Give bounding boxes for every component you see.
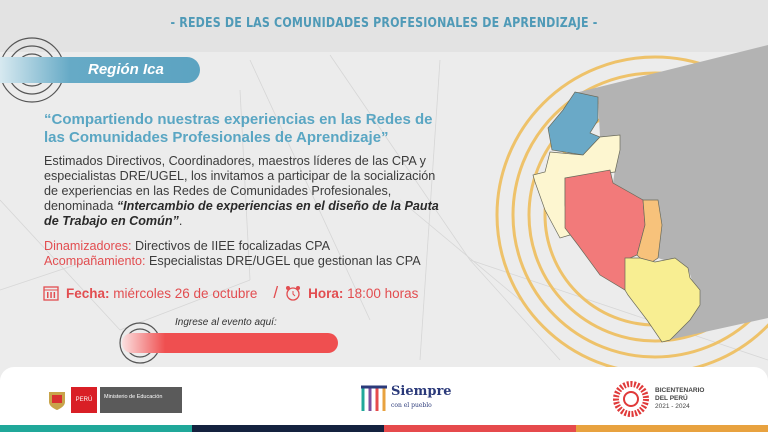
invitation-text: Estimados Directivos, Coordinadores, mae… [44,154,444,229]
roles: Dinamizadores: Directivos de IIEE focali… [44,239,421,269]
minedu-logo: PERÚ Ministerio de Educación [46,387,182,413]
role-value: Especialistas DRE/UGEL que gestionan las… [145,254,421,268]
role-dinamizadores: Dinamizadores: Directivos de IIEE focali… [44,239,421,254]
stripe-navy [192,425,384,432]
slogan-logo-icon [361,385,387,411]
role-acompanamiento: Acompañamiento: Especialistas DRE/UGEL q… [44,254,421,269]
role-key: Dinamizadores: [44,239,132,253]
region-label: Región Ica [88,61,164,78]
link-prompt: Ingrese al evento aquí: [175,317,277,328]
slogan-sub: con el pueblo [391,402,432,409]
map-province-yellow[interactable] [624,257,701,343]
peru-label: PERÚ [71,387,97,413]
bicentenario-emblem-icon [613,381,649,417]
date-value: miércoles 26 de octubre [109,285,258,301]
invitation-end: . [178,214,183,228]
slogan-main: Siempre [391,384,452,399]
event-link-button[interactable] [122,333,338,353]
bicentenario-years: 2021 - 2024 [655,403,690,410]
invitation-intro: Estimados Directivos, Coordinadores, mae… [44,154,436,213]
separator: / [273,283,279,302]
stripe-orange [576,425,768,432]
header-band [0,0,768,52]
stripe-teal [0,425,192,432]
page-title: - REDES DE LAS COMUNIDADES PROFESIONALES… [170,16,598,31]
alarm-clock-icon [286,286,301,301]
role-key: Acompañamiento: [44,254,146,268]
map-backdrop [575,45,768,340]
bicentenario-line: BICENTENARIO [655,387,705,394]
peru-coat-of-arms-icon [49,392,65,410]
stripe-red [384,425,576,432]
bicentenario-logo: BICENTENARIO DEL PERÚ 2021 - 2024 [612,380,704,418]
ministry-label: Ministerio de Educación [100,387,182,413]
date-label: Fecha: [66,285,110,301]
time-label: Hora: [308,285,344,301]
event-name: “Intercambio de experiencias en el diseñ… [44,199,439,228]
event-quote: “Compartiendo nuestras experiencias en l… [44,111,433,146]
siempre-con-el-pueblo-logo: Siempre con el pueblo [360,384,452,414]
time-value: 18:00 horas [343,285,419,301]
bicentenario-line: DEL PERÚ [655,395,688,402]
calendar-icon [43,286,59,301]
region-banner: Región Ica [0,57,200,83]
schedule: Fecha: miércoles 26 de octubre / Hora: 1… [42,283,418,303]
role-value: Directivos de IIEE focalizadas CPA [131,239,331,253]
